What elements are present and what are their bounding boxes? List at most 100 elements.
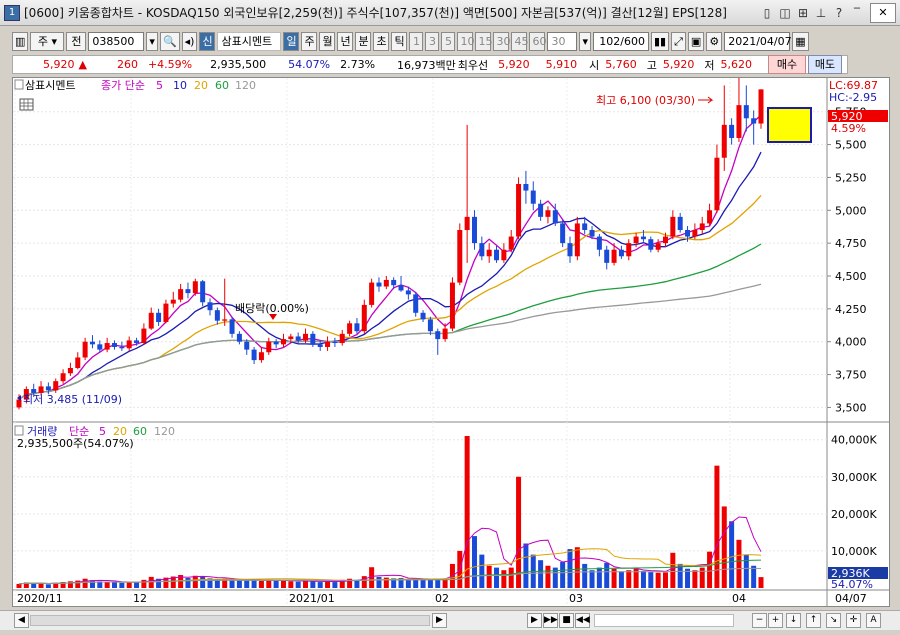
close-icon[interactable]: ✕: [870, 2, 896, 23]
candle-body: [383, 279, 389, 287]
candle-body: [148, 312, 154, 329]
play-icon[interactable]: ▶: [527, 613, 542, 628]
interval-30[interactable]: 30: [493, 31, 510, 51]
period-tab-day[interactable]: 일: [283, 31, 300, 51]
vol-legend-60: 60: [133, 425, 147, 438]
indicator-icon[interactable]: ▮▮: [651, 31, 670, 51]
candle-body: [266, 341, 272, 353]
order-box[interactable]: [767, 107, 812, 143]
save-icon[interactable]: ▣: [687, 31, 705, 51]
bid-price: 5,910: [545, 58, 578, 71]
pointer-icon[interactable]: ↘: [826, 613, 841, 628]
zoom-track[interactable]: [594, 614, 734, 627]
candle-body: [574, 223, 580, 257]
zoom-out-icon[interactable]: −: [752, 613, 767, 628]
candle-body: [655, 243, 661, 250]
stock-code-input[interactable]: 038500: [88, 31, 145, 51]
candle-body: [618, 249, 624, 257]
pin-icon[interactable]: ⊥: [815, 5, 827, 20]
legend-ma-20: 20: [194, 79, 208, 92]
chart-area[interactable]: 5,7505,5005,2505,0004,7504,5004,2504,000…: [12, 77, 890, 607]
period-tab-month[interactable]: 월: [319, 31, 336, 51]
prev-button[interactable]: 전: [66, 31, 87, 51]
arrow-up-icon[interactable]: ↑: [806, 613, 821, 628]
candle-body: [141, 328, 147, 344]
period-tab-minute[interactable]: 분: [355, 31, 372, 51]
crosshair-icon[interactable]: ✛: [846, 613, 861, 628]
settings-icon[interactable]: ⚙: [706, 31, 723, 51]
bottom-scrollbar[interactable]: ◀ ▶ ▶ ▶▶ ■ ◀◀ − + ↓ ↑ ↘ ✛ A: [0, 610, 900, 630]
volume-bar: [545, 565, 551, 588]
table-icon[interactable]: [19, 98, 34, 111]
tool-icon[interactable]: ⊞: [797, 5, 809, 20]
chart-type-icon[interactable]: ▥: [12, 31, 29, 51]
volume-percent: 54.07%: [288, 58, 331, 71]
volume-bar: [156, 578, 162, 588]
interval-60[interactable]: 60: [529, 31, 546, 51]
tile-icon[interactable]: ◫: [779, 5, 791, 20]
interval-45[interactable]: 45: [511, 31, 528, 51]
volume-bar: [126, 582, 132, 588]
sell-button[interactable]: 매도: [808, 55, 842, 74]
volume-bar: [75, 580, 81, 588]
volume-bar: [574, 547, 580, 588]
buy-button[interactable]: 매수: [768, 55, 806, 74]
candle-body: [60, 373, 66, 382]
window-list-icon[interactable]: ▯: [763, 5, 771, 20]
period-tab-week[interactable]: 주: [301, 31, 318, 51]
minimize-icon[interactable]: ‾: [854, 5, 860, 20]
price-chart[interactable]: 5,7505,5005,2505,0004,7504,5004,2504,000…: [13, 78, 889, 606]
y-axis-label: 5,250: [835, 171, 867, 184]
vol-legend-5: 5: [99, 425, 106, 438]
vol-axis-label: 10,000K: [831, 545, 877, 558]
scroll-track[interactable]: [30, 615, 430, 626]
candle-body: [479, 243, 485, 257]
scroll-left-icon[interactable]: ◀: [14, 613, 29, 628]
candle-body: [516, 184, 522, 237]
interval-3[interactable]: 3: [425, 31, 440, 51]
interval-input[interactable]: 30: [547, 31, 578, 51]
volume-bar: [303, 580, 309, 588]
stop-icon[interactable]: ■: [559, 613, 574, 628]
low-label: 저: [704, 58, 715, 72]
candle-body: [552, 210, 558, 224]
candle-body: [229, 319, 235, 334]
scroll-right-icon[interactable]: ▶: [432, 613, 447, 628]
zoom-in-icon[interactable]: +: [768, 613, 783, 628]
calendar-icon[interactable]: ▦: [792, 31, 809, 51]
rewind-icon[interactable]: ◀◀: [575, 613, 590, 628]
help-icon[interactable]: ?: [835, 5, 843, 20]
candle-body: [53, 381, 59, 391]
volume-bar: [192, 575, 198, 588]
interval-10[interactable]: 10: [457, 31, 474, 51]
interval-dropdown-icon[interactable]: ▾: [579, 31, 591, 51]
interval-1[interactable]: 1: [409, 31, 424, 51]
period-tab-tick[interactable]: 틱: [391, 31, 408, 51]
volume-bar: [420, 579, 426, 588]
fast-forward-icon[interactable]: ▶▶: [543, 613, 558, 628]
period-tab-second[interactable]: 초: [373, 31, 390, 51]
ask-price: 5,920: [498, 58, 530, 71]
sound-icon[interactable]: ◂): [181, 31, 198, 51]
candle-body: [288, 336, 294, 340]
count-input[interactable]: 102/600: [593, 31, 649, 51]
candle-body: [699, 223, 705, 230]
volume-bar: [31, 583, 37, 588]
period-select[interactable]: 주 ▾: [30, 31, 65, 51]
date-input[interactable]: 2021/04/07: [724, 31, 792, 51]
volume-bar: [222, 578, 228, 588]
code-dropdown-icon[interactable]: ▾: [146, 31, 158, 51]
volume-bar: [758, 577, 764, 588]
volume-bar: [280, 580, 286, 588]
search-icon[interactable]: 🔍: [159, 31, 180, 51]
candle-body: [596, 236, 602, 250]
drawing-icon[interactable]: ⤢: [671, 31, 686, 51]
volume-bar: [38, 583, 44, 588]
interval-15[interactable]: 15: [475, 31, 492, 51]
arrow-down-icon[interactable]: ↓: [786, 613, 801, 628]
candle-body: [604, 249, 610, 263]
interval-5[interactable]: 5: [441, 31, 456, 51]
vol-last-badge: [828, 567, 888, 579]
chart-a-icon[interactable]: A: [866, 613, 881, 628]
period-tab-year[interactable]: 년: [337, 31, 354, 51]
